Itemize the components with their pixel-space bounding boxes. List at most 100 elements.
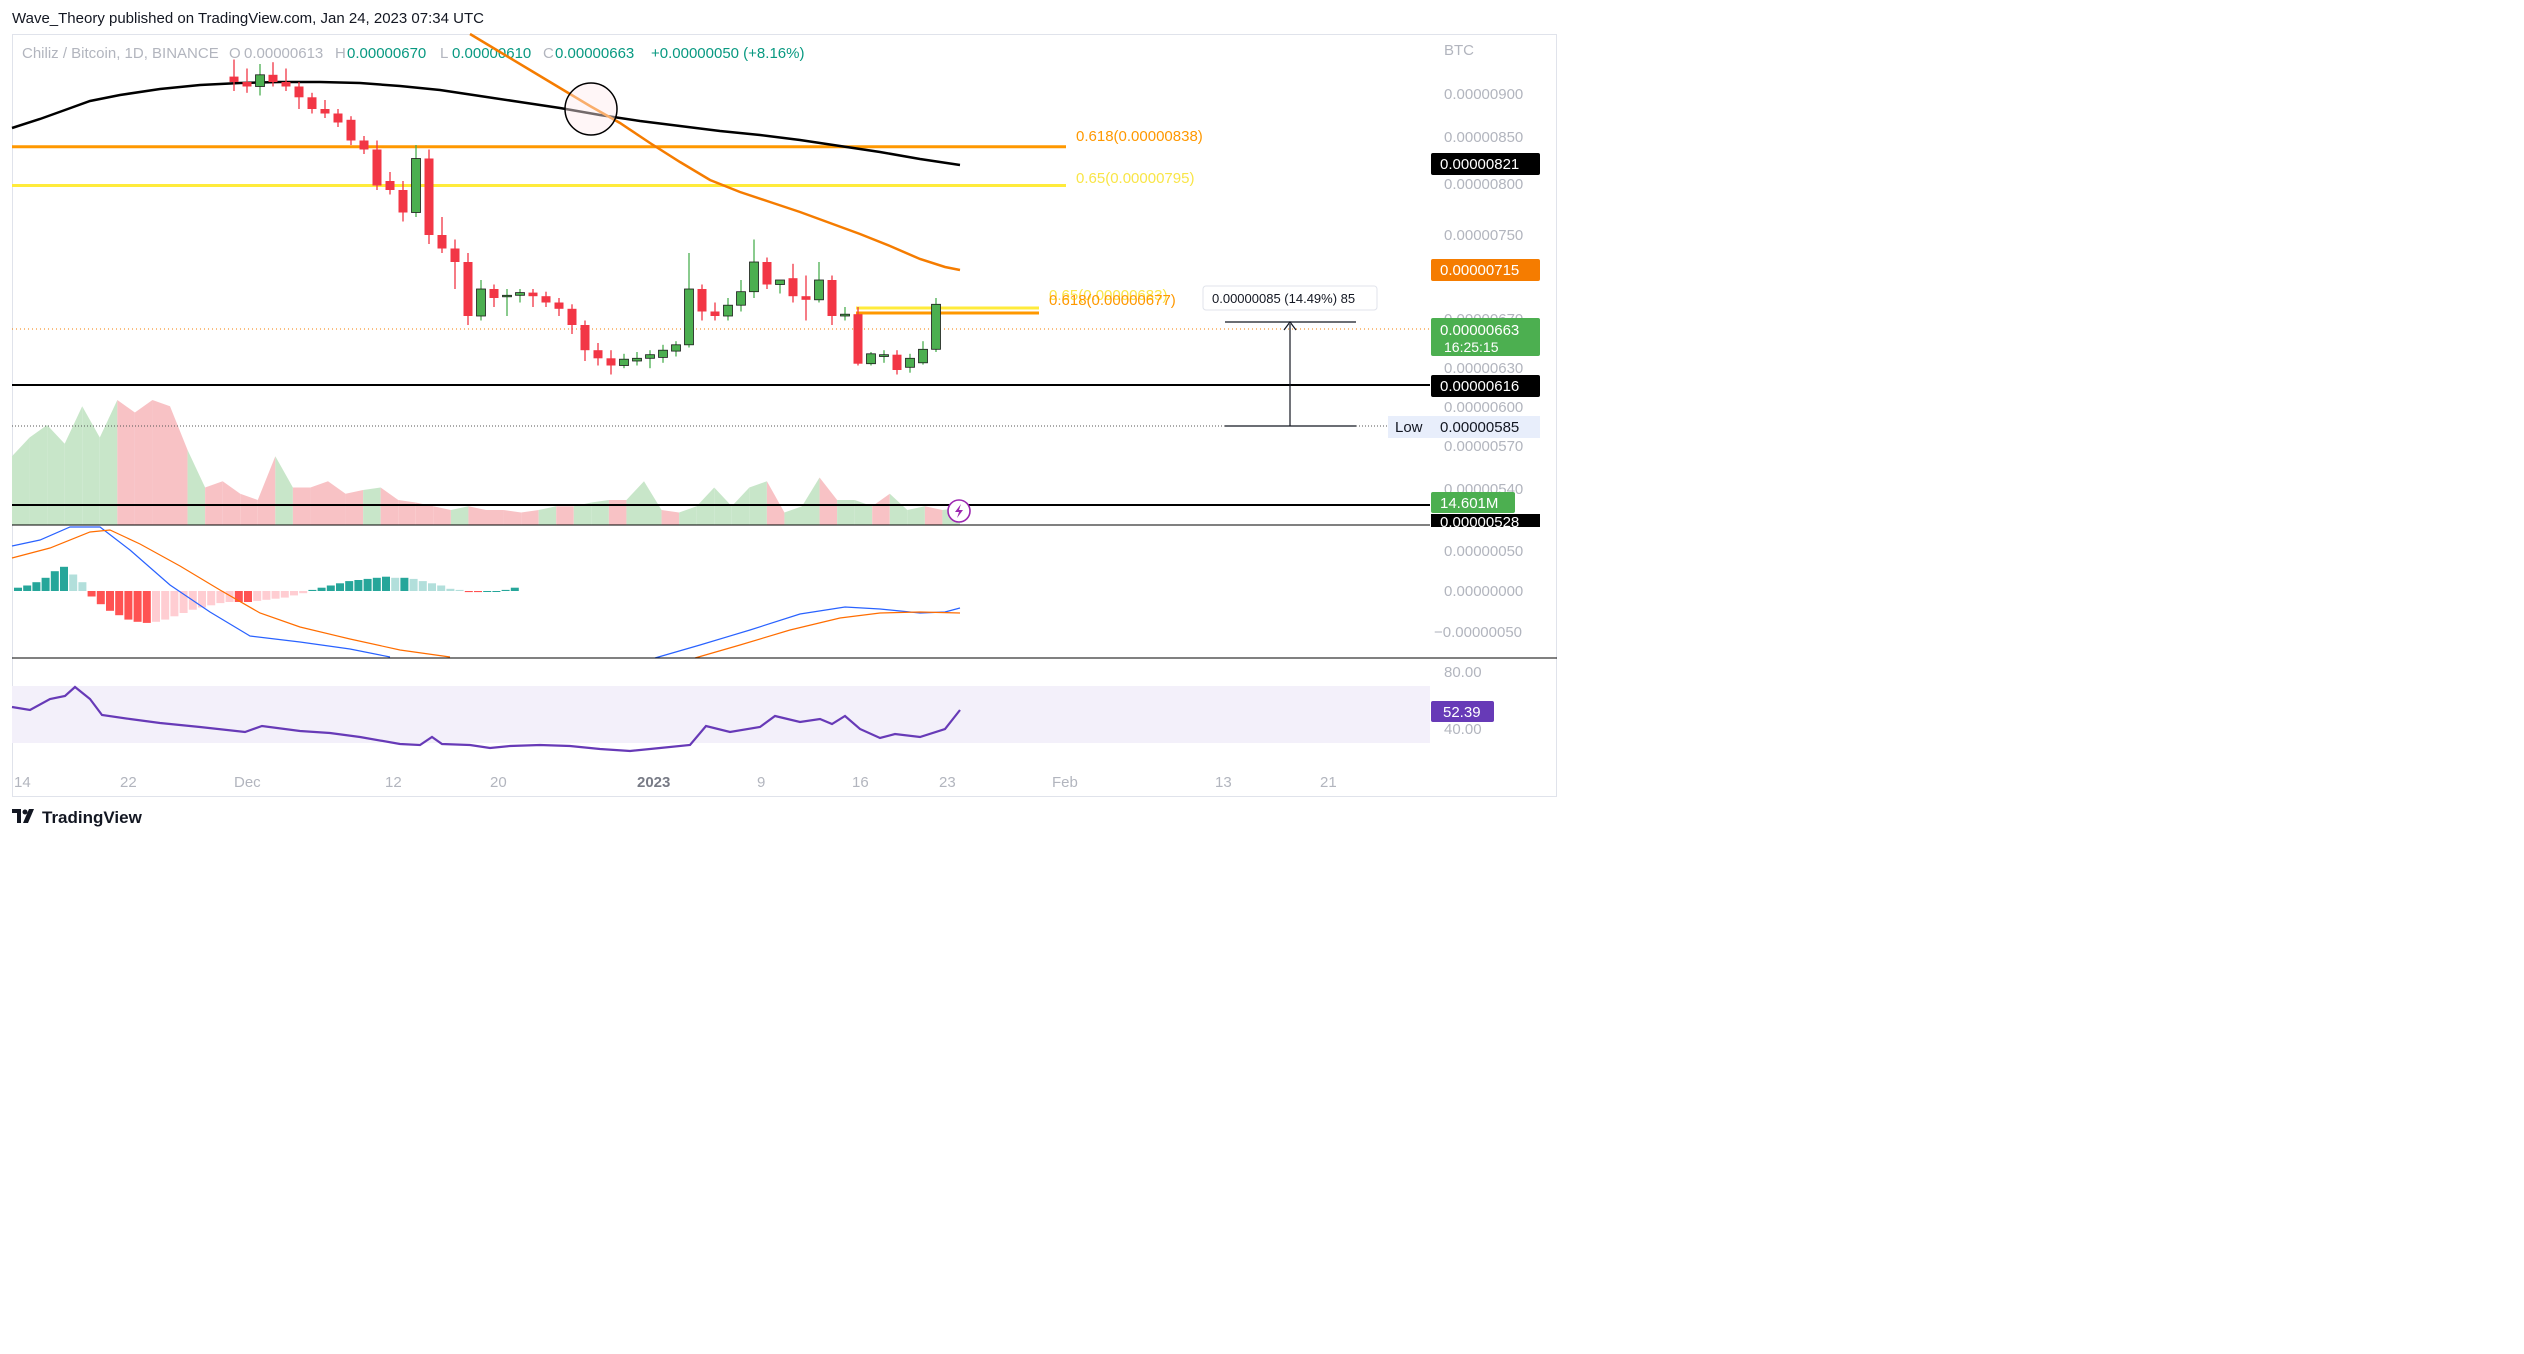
open-value: 0.00000613 [244,45,323,62]
candle-body [580,325,590,351]
date-tick: 23 [939,774,956,791]
candle [398,181,408,222]
candle-body [554,302,564,309]
macd-bar [409,578,418,591]
macd-bar [41,577,50,591]
candle [489,284,499,307]
candle [892,350,902,375]
volume-badge-value: 14.601M [1440,495,1498,512]
signal-line [694,611,961,659]
volume-segment [644,481,662,525]
rsi-tick: 40.00 [1444,721,1482,738]
macd-bar [326,585,335,591]
volume-segment [117,400,135,525]
candle [840,307,850,321]
candle-body [905,357,915,368]
candle [684,253,694,348]
close-label: C [543,45,554,62]
candle-body [684,288,694,346]
macd-bar [262,591,271,600]
volume-segment [714,487,732,525]
rsi-band [12,686,1430,743]
trading-chart[interactable]: Chiliz / Bitcoin, 1D, BINANCE O 0.000006… [0,0,1563,838]
candle [606,350,616,375]
volume-segment [328,481,346,525]
volume-segment [222,481,241,525]
crossover-circle-marker[interactable] [564,82,618,136]
volume-segment [398,500,416,525]
price-axis[interactable]: BTC 0.00000900 0.00000850 0.00000800 0.0… [1434,42,1523,738]
date-tick: 16 [852,774,869,791]
signal-line [11,529,451,658]
date-tick: 20 [490,774,507,791]
candle [463,253,473,325]
volume-segment [503,510,522,525]
candle-body [840,313,850,317]
lightning-event-icon[interactable] [947,499,971,523]
candle [346,116,356,145]
macd-bar [133,591,142,622]
volume-segment [380,487,399,525]
ma50-line [469,32,961,272]
candle-body [242,82,252,87]
candle-body [320,109,330,114]
volume-segment [679,506,697,525]
candle-body [476,288,486,317]
symbol-label: Chiliz / Bitcoin, 1D, BINANCE [22,45,219,62]
volume-segment [802,477,820,525]
candle [437,217,447,253]
volume-segment [556,506,574,525]
ma200-badge-value: 0.00000821 [1440,156,1519,173]
volume-segment [819,477,838,525]
low-badge [1431,416,1540,438]
candle [359,136,369,154]
rsi-background [12,686,1430,743]
volume-segment [64,406,83,525]
macd-bar [60,566,68,591]
volume-segment [521,510,539,525]
publisher-header: Wave_Theory published on TradingView.com… [12,10,484,27]
chart-frame[interactable] [12,34,1557,797]
macd-bar [290,591,298,596]
volume-segment [345,490,364,525]
macd-bar [354,580,363,591]
last-price-badge [1431,318,1540,356]
macd-bar [317,587,326,591]
candle [411,145,421,217]
candle [619,353,629,369]
candle-body [606,358,616,366]
time-axis[interactable]: 14 22 Dec 12 20 2023 9 16 23 Feb 13 21 [14,774,1337,791]
price-tick: 0.00000900 [1444,86,1523,103]
volume-segment [854,500,873,525]
volume-segment [837,500,855,525]
candle-body [619,358,629,366]
candle-body [463,262,473,316]
fib-618-top-label: 0.618(0.00000838) [1076,128,1203,145]
volume-segment [170,406,188,525]
price-range-measure[interactable]: 0.00000085 (14.49%) 85 [1202,285,1378,427]
date-tick: 2023 [637,774,670,791]
currency-label: BTC [1444,42,1474,59]
candle-countdown: 16:25:15 [1444,339,1499,355]
candle [294,82,304,109]
candle [710,302,720,321]
macd-bar [78,582,87,591]
ma200-badge [1431,153,1540,175]
macd-bar [271,591,280,599]
volume-histogram [12,400,960,525]
candle [905,353,915,373]
candle-body [866,353,876,365]
volume-segment [486,510,504,525]
candle-body [515,292,525,296]
candle-body [736,291,746,306]
macd-bar [437,585,446,591]
macd-bar [299,591,308,594]
candle [424,149,434,244]
candle [866,352,876,366]
candlesticks[interactable] [229,59,941,375]
candle-body [918,348,928,364]
moving-averages[interactable] [11,32,961,272]
tradingview-footer[interactable]: TradingView [12,808,142,828]
candle [229,59,239,91]
horizontal-levels[interactable] [12,145,1430,506]
